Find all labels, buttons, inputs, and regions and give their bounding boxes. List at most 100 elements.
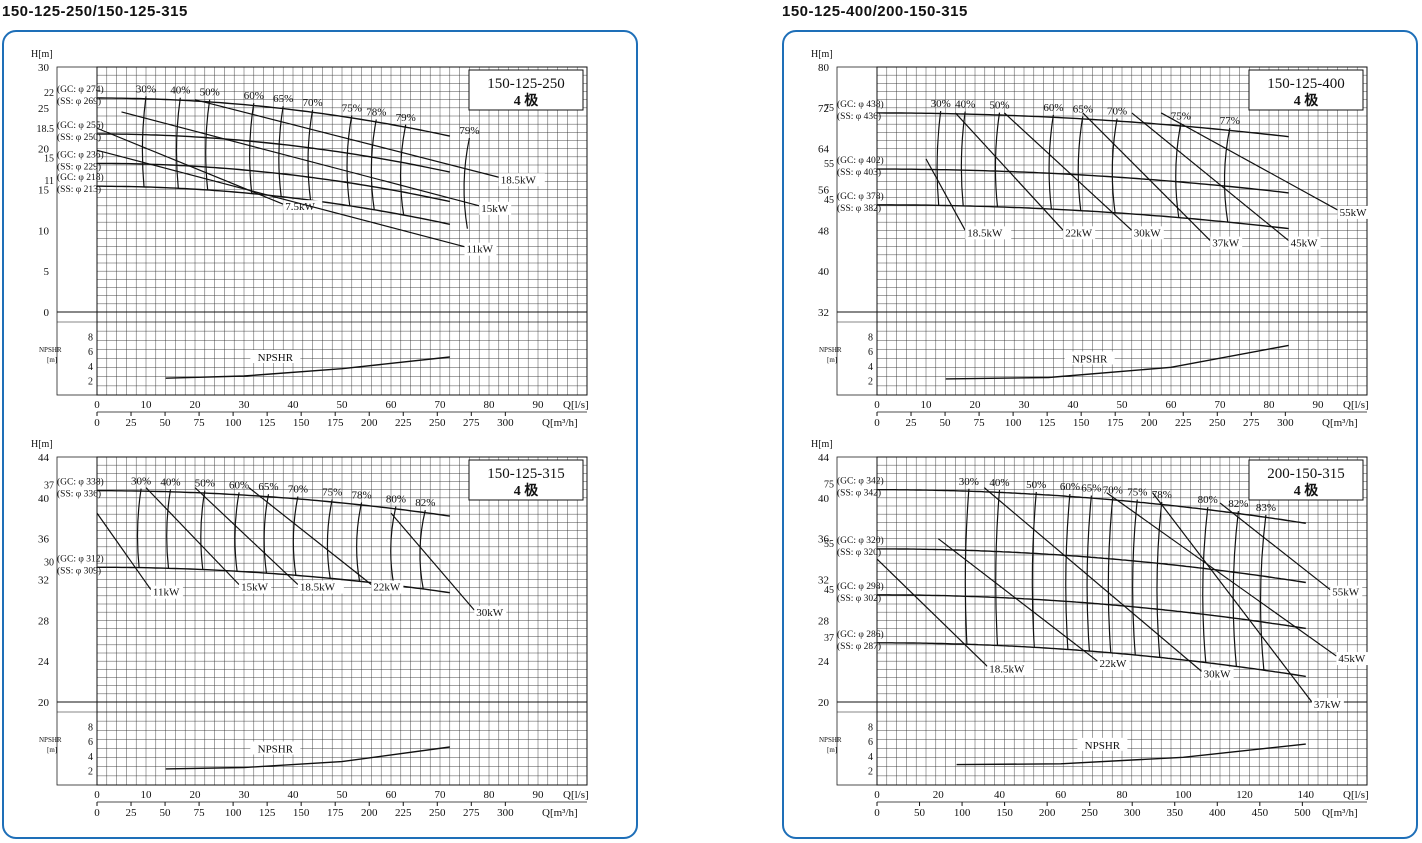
eff-label: 65%: [273, 93, 293, 105]
npsh-tick: 6: [868, 737, 873, 748]
power-label-bg: [371, 580, 404, 594]
impeller-size: 22: [44, 88, 54, 99]
eff-curve: [1175, 123, 1182, 218]
x-tick: 0: [94, 789, 100, 801]
eff-label: 82%: [1228, 498, 1248, 510]
eff-curve: [175, 97, 181, 189]
x-tick: 70: [435, 399, 447, 411]
eff-curve: [141, 96, 147, 188]
x2-tick: 500: [1294, 807, 1311, 819]
impeller-gc: (GC: φ 274): [57, 84, 104, 95]
x2-tick: 300: [497, 417, 514, 429]
x2-tick: 200: [1141, 417, 1158, 429]
eff-label: 60%: [244, 90, 264, 102]
npsh-tick: 6: [88, 737, 93, 748]
label-column: [56, 66, 98, 396]
impeller-size: 55: [824, 539, 834, 550]
power-label-bg: [1336, 652, 1369, 666]
x2-tick: 50: [160, 417, 172, 429]
y-tick: 32: [818, 575, 829, 587]
power-label: 30kW: [1204, 668, 1232, 680]
label-column: [56, 456, 98, 786]
eff-label: 30%: [136, 83, 156, 95]
poles-label: 4 极: [514, 482, 540, 499]
power-label-bg: [1210, 236, 1243, 250]
impeller-size: 30: [44, 557, 54, 568]
power-line: [1003, 112, 1133, 231]
npsh-axis-unit: [m]: [827, 746, 837, 754]
eff-curve: [1156, 501, 1163, 658]
npsh-tick: 2: [868, 766, 873, 777]
eff-curve: [399, 124, 407, 216]
y-tick: 48: [818, 225, 830, 237]
eff-curve: [463, 137, 470, 229]
eff-label: 30%: [131, 476, 151, 488]
x2-axis-label: Q[m³/h]: [1322, 807, 1358, 819]
eff-curve: [1111, 118, 1118, 213]
x-tick: 70: [435, 789, 447, 801]
hq-curve: [877, 642, 1306, 678]
npsh-curve-label: NPSHR: [258, 743, 294, 755]
x-tick: 20: [190, 399, 202, 411]
x2-tick: 100: [225, 807, 242, 819]
model-box: [468, 69, 584, 111]
x-axis-label: Q[l/s]: [1343, 399, 1369, 411]
power-line: [1160, 112, 1338, 211]
eff-curve: [1048, 114, 1054, 210]
y-tick: 20: [818, 697, 830, 709]
power-label: 55kW: [1340, 207, 1368, 219]
npsh-tick: 8: [88, 723, 93, 734]
x-tick: 40: [1068, 399, 1080, 411]
impeller-gc: (GC: φ 402): [837, 155, 884, 166]
eff-label: 60%: [229, 479, 249, 491]
power-line: [96, 127, 284, 205]
y-tick: 40: [818, 493, 830, 505]
npsh-axis-label: NPSHR: [39, 346, 62, 354]
eff-label: 75%: [1171, 110, 1191, 122]
eff-label: 78%: [366, 106, 386, 118]
npsh-label-bg: [1064, 351, 1115, 365]
x2-tick: 200: [361, 807, 378, 819]
y-tick: 72: [818, 103, 829, 115]
impeller-ss: (SS: φ 269): [57, 96, 101, 107]
x-tick: 80: [1117, 789, 1129, 801]
x2-tick: 250: [429, 807, 446, 819]
npsh-curve-label: NPSHR: [1085, 740, 1121, 752]
power-line: [390, 512, 475, 611]
npsh-curve-label: NPSHR: [1072, 353, 1108, 365]
eff-curve: [1132, 499, 1138, 656]
poles-label: 4 极: [514, 92, 540, 109]
npsh-tick: 2: [88, 376, 93, 387]
x2-tick: 25: [906, 417, 918, 429]
power-label: 15kW: [481, 203, 509, 215]
power-label-bg: [1131, 226, 1164, 240]
power-line: [145, 487, 240, 586]
eff-curve: [936, 111, 942, 206]
x2-tick: 50: [940, 417, 952, 429]
model-box: [468, 459, 584, 501]
impeller-ss: (SS: φ 250): [57, 132, 101, 143]
eff-label: 75%: [322, 487, 342, 499]
impeller-gc: (GC: φ 438): [837, 99, 884, 110]
x-tick: 90: [1313, 399, 1325, 411]
eff-label: 40%: [955, 99, 975, 111]
power-line: [194, 99, 499, 178]
x-tick: 50: [337, 789, 349, 801]
power-line: [937, 538, 1098, 662]
x-axis-label: Q[l/s]: [563, 789, 589, 801]
x-tick: 60: [1166, 399, 1178, 411]
x-tick: 50: [337, 399, 349, 411]
x-tick: 40: [288, 399, 300, 411]
power-label: 37kW: [1212, 238, 1240, 250]
power-line: [1152, 492, 1313, 703]
power-label: 11kW: [153, 587, 180, 599]
hq-curve: [97, 97, 450, 137]
npsh-curve-label: NPSHR: [258, 352, 294, 364]
model-label: 200-150-315: [1267, 466, 1345, 482]
power-label: 45kW: [1338, 653, 1366, 665]
power-label-bg: [150, 585, 183, 599]
eff-label: 30%: [959, 476, 979, 488]
x2-tick: 75: [194, 417, 206, 429]
